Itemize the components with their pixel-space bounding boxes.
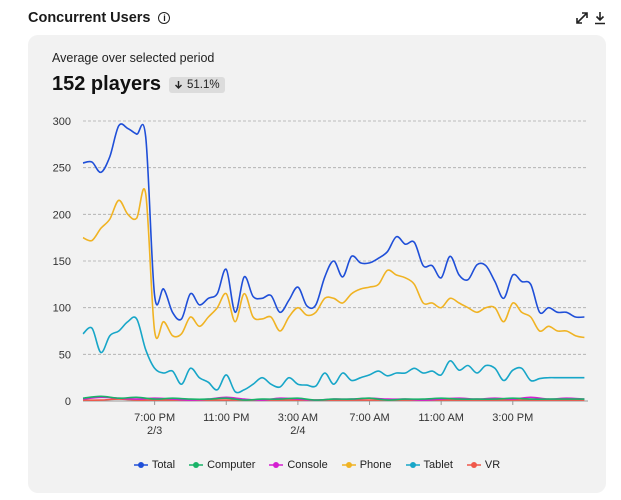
legend-item-tablet[interactable]: Tablet	[405, 459, 453, 471]
legend-swatch	[405, 462, 420, 468]
legend-swatch	[133, 462, 148, 468]
chart-card: Average over selected period 152 players…	[28, 35, 606, 493]
legend-swatch	[341, 462, 356, 468]
legend-item-computer[interactable]: Computer	[189, 459, 255, 471]
legend-label: Console	[287, 459, 328, 471]
x-tick-sublabel: 2/4	[290, 425, 305, 437]
x-tick-label: 11:00 PM	[203, 412, 249, 424]
change-value: 51.1%	[186, 78, 220, 91]
y-tick-label: 0	[65, 396, 71, 408]
change-badge: 51.1%	[168, 76, 225, 93]
metric-value: 152 players	[52, 73, 161, 95]
series-line-tablet	[82, 316, 585, 394]
legend-item-total[interactable]: Total	[133, 459, 176, 471]
series-line-phone	[82, 188, 585, 340]
y-tick-label: 200	[53, 209, 71, 221]
series-line-vr	[82, 398, 585, 401]
x-tick-label: 7:00 AM	[349, 412, 389, 424]
metric-row: 152 players 51.1%	[52, 73, 225, 96]
panel-header: Concurrent Users i	[28, 6, 607, 30]
header-tools	[575, 11, 607, 25]
panel-title: Concurrent Users	[28, 10, 151, 26]
legend-label: VR	[484, 459, 501, 471]
series-line-total	[82, 123, 585, 321]
y-tick-label: 250	[53, 163, 71, 175]
x-tick-label: 3:00 AM	[278, 412, 318, 424]
chart-legend: Total Computer Console Phone Tablet VR	[28, 459, 606, 471]
legend-swatch	[466, 462, 481, 468]
legend-swatch	[189, 462, 204, 468]
line-chart: 0 50 100 150 200 250 300 7:00 PM2/3 11:00 PM 3:00…	[53, 116, 588, 437]
legend-label: Phone	[359, 459, 392, 471]
legend-item-phone[interactable]: Phone	[341, 459, 392, 471]
y-tick-label: 50	[59, 349, 71, 361]
x-tick-sublabel: 2/3	[147, 425, 162, 437]
info-icon[interactable]: i	[158, 12, 171, 24]
legend-item-vr[interactable]: VR	[466, 459, 501, 471]
legend-label: Computer	[207, 459, 256, 471]
download-icon[interactable]	[593, 11, 607, 25]
y-tick-label: 100	[53, 303, 71, 315]
y-tick-label: 300	[53, 116, 71, 128]
summary-label: Average over selected period	[52, 51, 215, 65]
legend-label: Tablet	[423, 459, 453, 471]
legend-item-console[interactable]: Console	[269, 459, 328, 471]
expand-icon[interactable]	[575, 11, 589, 25]
x-tick-label: 3:00 PM	[492, 412, 533, 424]
x-tick-label: 11:00 AM	[418, 412, 464, 424]
series-line-computer	[82, 395, 585, 401]
legend-label: Total	[151, 459, 176, 471]
legend-swatch	[269, 462, 284, 468]
x-tick-label: 7:00 PM	[134, 412, 175, 424]
arrow-down-icon	[174, 80, 182, 89]
y-tick-label: 150	[53, 256, 71, 268]
